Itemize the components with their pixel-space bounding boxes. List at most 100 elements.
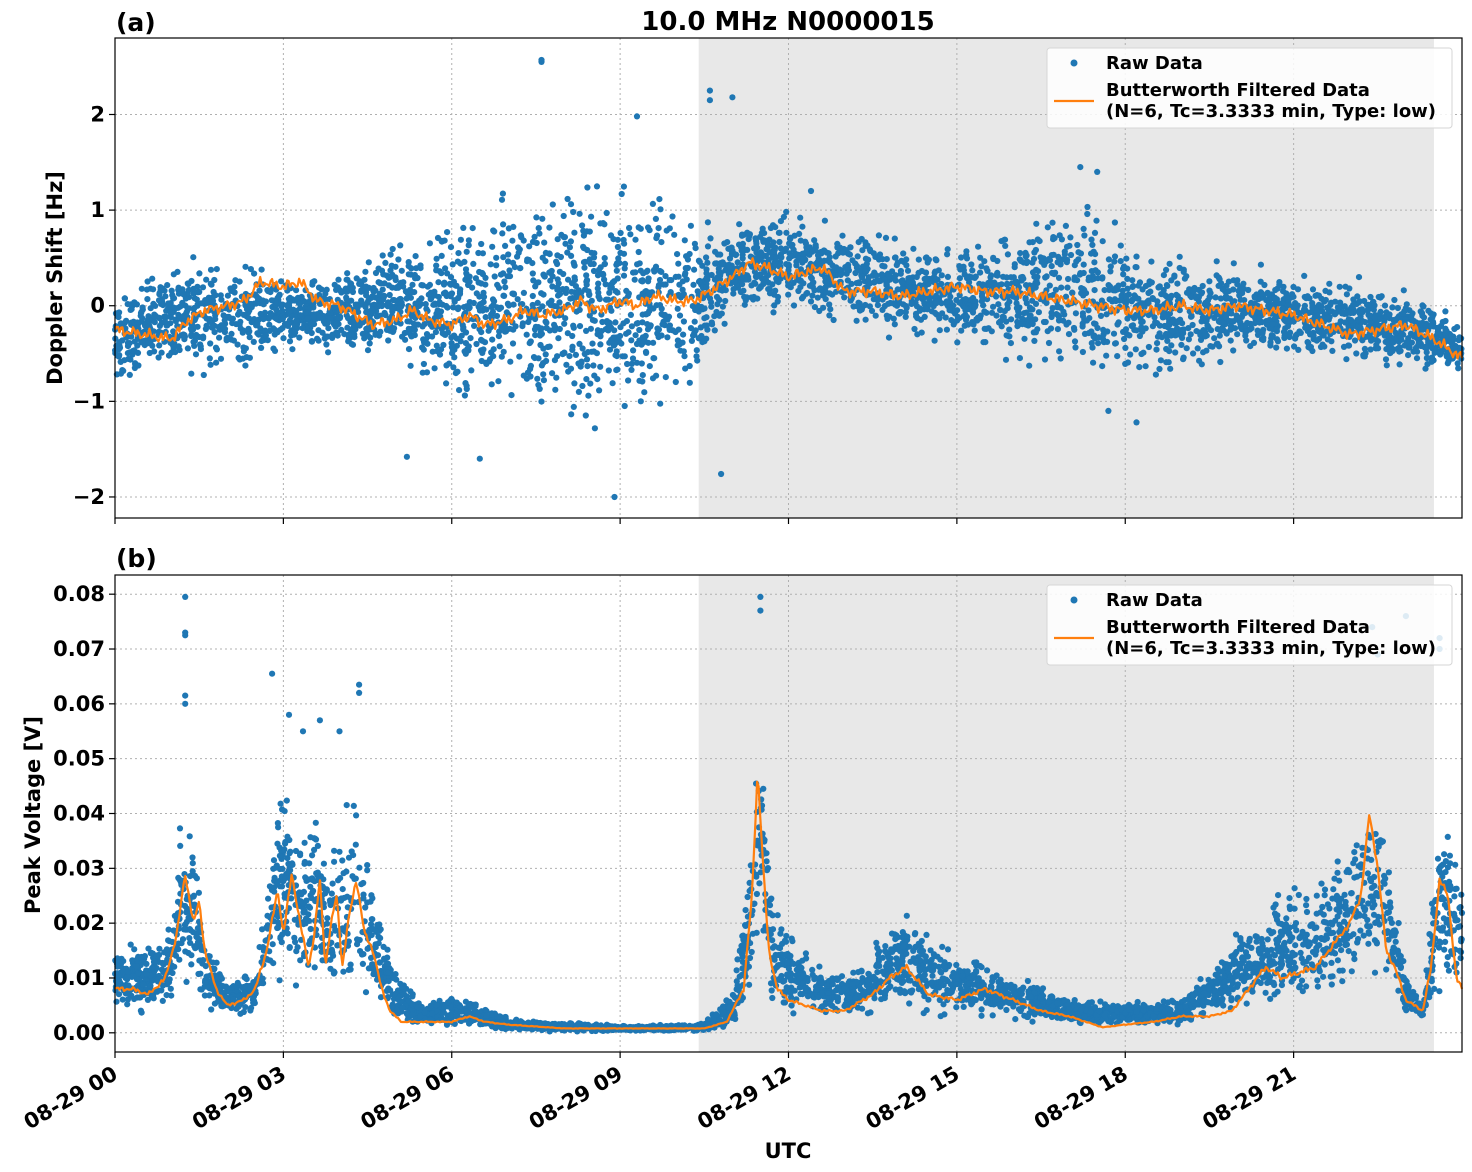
raw-data-point [1016,355,1024,362]
raw-data-point [1117,242,1124,249]
raw-data-point [885,334,893,341]
raw-data-point [1207,327,1215,334]
raw-data-point [1093,217,1100,224]
raw-data-point [753,255,760,262]
raw-data-point [1049,219,1056,226]
raw-data-point [316,314,323,321]
raw-data-point [849,257,856,264]
raw-data-point [826,301,833,308]
raw-data-point [418,295,425,302]
raw-data-point [579,382,586,390]
raw-data-point [487,356,494,363]
raw-data-point [1375,293,1382,301]
raw-data-point [939,943,946,951]
raw-data-point [411,326,418,334]
raw-data-point [299,325,306,332]
raw-data-point [696,258,703,265]
raw-data-point [478,280,485,287]
raw-data-point [874,297,881,304]
raw-data-point [690,281,697,288]
raw-data-point [579,345,586,352]
raw-data-point [1389,304,1396,311]
raw-data-point [1055,274,1063,281]
raw-data-point [666,324,673,331]
raw-data-point [1373,341,1380,348]
raw-data-point [365,259,372,266]
raw-data-point [575,388,583,395]
raw-data-point [1045,339,1053,347]
raw-data-point [364,347,372,354]
raw-data-point [1063,243,1071,250]
raw-data-point [1061,251,1068,258]
raw-data-point [1124,285,1131,292]
raw-data-point [188,370,195,377]
raw-data-point [1324,304,1331,311]
raw-data-point [1057,258,1064,265]
raw-data-point [1004,305,1011,312]
raw-data-point [1227,326,1234,333]
raw-data-point [770,309,777,316]
raw-data-point [594,376,601,383]
raw-data-point [1269,321,1276,328]
raw-data-point [572,283,580,290]
raw-data-point [1259,290,1266,297]
raw-data-point [679,339,686,346]
raw-data-point [212,292,219,299]
raw-data-point [691,266,698,273]
raw-data-point [1081,330,1089,337]
raw-data-point [1128,298,1135,305]
raw-data-point [1279,305,1286,312]
raw-data-point [373,313,380,320]
raw-data-point [1070,324,1078,332]
raw-data-point [944,246,951,253]
raw-data-point [1148,258,1155,265]
raw-data-point [746,231,754,238]
raw-data-point [1451,345,1458,352]
raw-data-point [1458,891,1465,898]
raw-data-point [332,329,340,336]
raw-data-point [1365,301,1372,308]
raw-data-point [551,321,558,328]
raw-data-point [597,220,604,227]
raw-data-point [1256,315,1263,322]
raw-data-point [627,231,634,238]
raw-data-point [358,297,365,304]
raw-data-point [1431,349,1438,356]
raw-data-point [632,236,639,243]
raw-data-point [1385,333,1393,340]
raw-data-point [1130,283,1137,290]
raw-data-point [236,356,243,363]
raw-data-point [1174,280,1181,287]
raw-data-point [555,335,562,342]
raw-data-point [463,248,470,255]
raw-data-point [554,236,561,243]
raw-data-point [628,366,635,373]
raw-data-point [174,268,181,275]
raw-data-point [713,293,721,301]
raw-data-point [345,331,353,338]
raw-data-point [757,284,764,291]
raw-data-point [639,334,647,341]
raw-data-point [1353,350,1360,357]
raw-data-point [790,302,798,309]
raw-data-point [1405,352,1412,359]
raw-data-point [627,311,635,318]
raw-data-point [159,302,167,309]
raw-data-point [1133,327,1140,334]
raw-data-point [232,277,239,284]
raw-data-point [711,327,718,334]
raw-data-point [1056,348,1063,355]
raw-data-point [921,313,928,320]
raw-data-point [145,340,152,347]
raw-data-point [875,232,883,239]
raw-data-point [1455,365,1462,372]
raw-data-point [424,283,431,290]
raw-data-point [552,386,559,393]
raw-data-point [821,217,829,224]
raw-data-point [613,348,620,355]
raw-data-point [1305,344,1312,351]
raw-data-point [946,307,953,314]
raw-data-point [844,267,851,274]
raw-data-point [765,279,772,286]
raw-data-point [1038,258,1045,265]
